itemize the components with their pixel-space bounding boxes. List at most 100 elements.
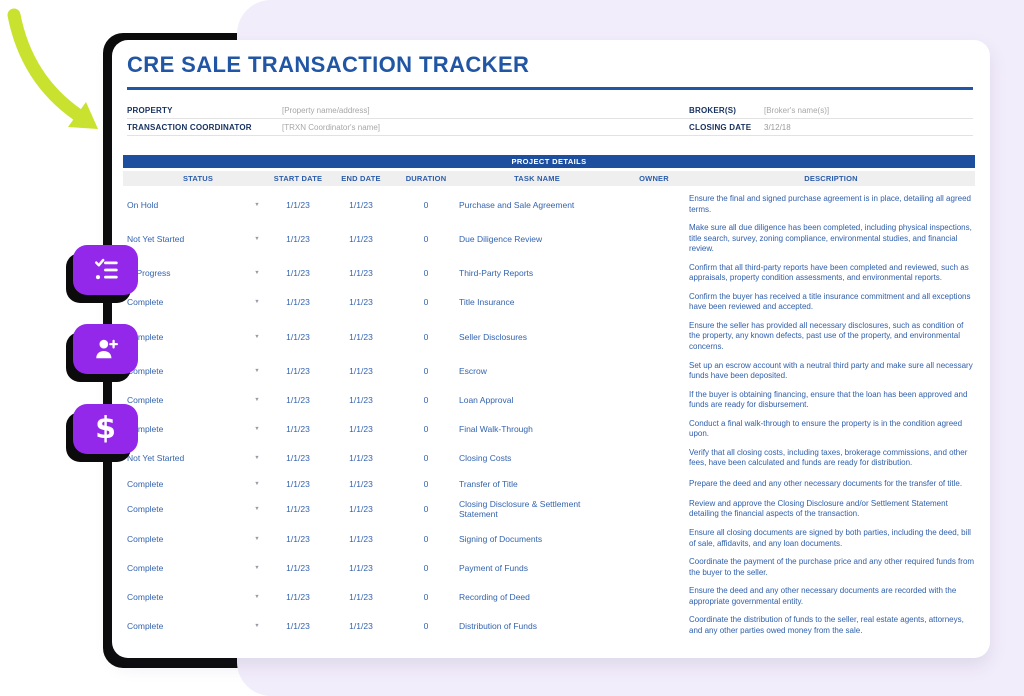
description-cell[interactable]: Prepare the deed and any other necessary… [689,478,963,488]
start-date-cell[interactable]: 1/1/23 [286,620,310,631]
end-date-cell[interactable]: 1/1/23 [349,562,373,573]
description-cell[interactable]: Review and approve the Closing Disclosur… [689,498,948,519]
start-date-cell[interactable]: 1/1/23 [286,533,310,544]
start-date-cell[interactable]: 1/1/23 [286,478,310,489]
description-cell[interactable]: Make sure all due diligence has been com… [689,223,972,254]
status-cell[interactable]: Not Yet Started [127,453,185,464]
status-dropdown-icon[interactable]: ▼ [254,333,260,340]
task-name-cell[interactable]: Final Walk-Through [459,424,533,435]
description-cell[interactable]: Confirm that all third-party reports hav… [689,262,969,283]
status-dropdown-icon[interactable]: ▼ [254,622,260,629]
end-date-cell[interactable]: 1/1/23 [349,591,373,602]
task-name-cell[interactable]: Due Diligence Review [459,233,543,244]
task-name-cell[interactable]: Seller Disclosures [459,331,528,342]
status-cell[interactable]: Complete [127,504,164,515]
start-date-cell[interactable]: 1/1/23 [286,297,310,308]
status-dropdown-icon[interactable]: ▼ [254,506,260,513]
status-dropdown-icon[interactable]: ▼ [254,426,260,433]
duration-cell[interactable]: 0 [423,424,429,435]
end-date-cell[interactable]: 1/1/23 [349,533,373,544]
closing-date-input[interactable]: 3/12/18 [764,123,791,132]
status-cell[interactable]: Complete [127,562,164,573]
duration-cell[interactable]: 0 [423,504,429,515]
task-name-cell[interactable]: Payment of Funds [459,562,528,573]
description-cell[interactable]: Verify that all closing costs, including… [689,447,968,468]
task-name-cell[interactable]: Loan Approval [459,395,514,406]
task-name-cell[interactable]: Escrow [459,366,487,377]
end-date-cell[interactable]: 1/1/23 [349,233,373,244]
end-date-cell[interactable]: 1/1/23 [349,297,373,308]
task-name-cell[interactable]: Signing of Documents [459,533,543,544]
status-cell[interactable]: On Hold [127,199,159,210]
status-cell[interactable]: Complete [127,331,164,342]
start-date-cell[interactable]: 1/1/23 [286,591,310,602]
start-date-cell[interactable]: 1/1/23 [286,366,310,377]
description-cell[interactable]: Coordinate the distribution of funds to … [689,615,964,635]
status-dropdown-icon[interactable]: ▼ [254,201,260,208]
status-cell[interactable]: Complete [127,620,164,631]
status-cell[interactable]: Complete [127,424,164,435]
status-cell[interactable]: Complete [127,395,164,406]
start-date-cell[interactable]: 1/1/23 [286,562,310,573]
end-date-cell[interactable]: 1/1/23 [349,478,373,489]
status-dropdown-icon[interactable]: ▼ [254,455,260,462]
status-dropdown-icon[interactable]: ▼ [254,299,260,306]
status-dropdown-icon[interactable]: ▼ [254,397,260,404]
status-dropdown-icon[interactable]: ▼ [254,564,260,571]
status-dropdown-icon[interactable]: ▼ [254,535,260,542]
start-date-cell[interactable]: 1/1/23 [286,331,310,342]
duration-cell[interactable]: 0 [423,620,429,631]
task-name-cell[interactable]: Title Insurance [459,297,515,308]
start-date-cell[interactable]: 1/1/23 [286,233,310,244]
start-date-cell[interactable]: 1/1/23 [286,453,310,464]
description-cell[interactable]: Ensure the final and signed purchase agr… [689,194,971,214]
end-date-cell[interactable]: 1/1/23 [349,199,373,210]
coordinator-input[interactable]: [TRXN Coordinator's name] [282,123,381,132]
task-name-cell[interactable]: Closing Disclosure & Settlement Statemen… [459,499,581,520]
duration-cell[interactable]: 0 [423,591,429,602]
end-date-cell[interactable]: 1/1/23 [349,424,373,435]
duration-cell[interactable]: 0 [423,478,429,489]
status-cell[interactable]: Complete [127,591,164,602]
status-dropdown-icon[interactable]: ▼ [254,480,260,487]
duration-cell[interactable]: 0 [423,297,429,308]
end-date-cell[interactable]: 1/1/23 [349,268,373,279]
status-dropdown-icon[interactable]: ▼ [254,593,260,600]
description-cell[interactable]: Set up an escrow account with a neutral … [689,360,973,381]
duration-cell[interactable]: 0 [423,395,429,406]
start-date-cell[interactable]: 1/1/23 [286,268,310,279]
description-cell[interactable]: If the buyer is obtaining financing, ens… [689,389,968,410]
status-cell[interactable]: Complete [127,533,164,544]
end-date-cell[interactable]: 1/1/23 [349,366,373,377]
task-name-cell[interactable]: Recording of Deed [459,591,530,602]
end-date-cell[interactable]: 1/1/23 [349,504,373,515]
task-name-cell[interactable]: Purchase and Sale Agreement [459,199,575,210]
status-dropdown-icon[interactable]: ▼ [254,368,260,375]
task-name-cell[interactable]: Distribution of Funds [459,620,537,631]
checklist-button[interactable] [73,245,138,295]
money-button[interactable]: $ [73,404,138,454]
duration-cell[interactable]: 0 [423,533,429,544]
status-dropdown-icon[interactable]: ▼ [254,270,260,277]
start-date-cell[interactable]: 1/1/23 [286,395,310,406]
duration-cell[interactable]: 0 [423,453,429,464]
description-cell[interactable]: Ensure all closing documents are signed … [689,528,971,548]
status-cell[interactable]: In Progress [127,268,171,279]
end-date-cell[interactable]: 1/1/23 [349,620,373,631]
duration-cell[interactable]: 0 [423,233,429,244]
end-date-cell[interactable]: 1/1/23 [349,453,373,464]
duration-cell[interactable]: 0 [423,331,429,342]
status-cell[interactable]: Complete [127,366,164,377]
duration-cell[interactable]: 0 [423,562,429,573]
property-input[interactable]: [Property name/address] [282,106,370,115]
start-date-cell[interactable]: 1/1/23 [286,199,310,210]
end-date-cell[interactable]: 1/1/23 [349,331,373,342]
description-cell[interactable]: Conduct a final walk-through to ensure t… [689,418,963,439]
start-date-cell[interactable]: 1/1/23 [286,504,310,515]
task-name-cell[interactable]: Closing Costs [459,453,512,464]
description-cell[interactable]: Ensure the seller has provided all neces… [689,320,964,352]
add-contact-button[interactable] [73,324,138,374]
status-dropdown-icon[interactable]: ▼ [254,235,260,242]
duration-cell[interactable]: 0 [423,366,429,377]
description-cell[interactable]: Coordinate the payment of the purchase p… [689,557,975,577]
